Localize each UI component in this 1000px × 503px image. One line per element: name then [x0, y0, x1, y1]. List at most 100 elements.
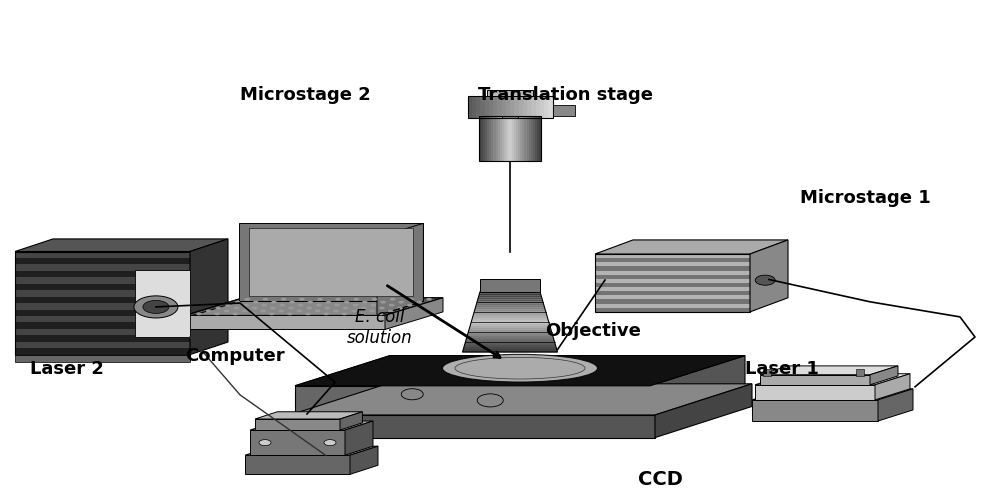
- Polygon shape: [755, 374, 910, 385]
- Ellipse shape: [442, 354, 598, 382]
- Circle shape: [224, 309, 230, 312]
- Bar: [506, 96, 510, 118]
- Circle shape: [397, 307, 403, 309]
- Circle shape: [361, 307, 367, 309]
- Bar: [510, 116, 512, 161]
- Circle shape: [269, 312, 274, 315]
- Bar: [15, 297, 190, 303]
- Polygon shape: [472, 318, 548, 320]
- Circle shape: [324, 440, 336, 446]
- Bar: [514, 96, 518, 118]
- Bar: [493, 116, 496, 161]
- Bar: [552, 105, 574, 116]
- Bar: [468, 96, 472, 118]
- Polygon shape: [470, 324, 550, 326]
- Polygon shape: [471, 320, 549, 322]
- Circle shape: [354, 298, 359, 301]
- Bar: [595, 267, 750, 271]
- Polygon shape: [249, 228, 413, 296]
- Circle shape: [306, 307, 312, 309]
- Polygon shape: [468, 332, 552, 334]
- Polygon shape: [239, 223, 423, 301]
- Circle shape: [299, 298, 305, 301]
- Bar: [535, 116, 537, 161]
- Bar: [15, 348, 190, 355]
- Bar: [536, 96, 540, 118]
- Circle shape: [755, 275, 775, 285]
- Bar: [595, 262, 750, 267]
- Circle shape: [378, 312, 384, 315]
- Polygon shape: [479, 292, 541, 294]
- Polygon shape: [474, 312, 546, 314]
- Polygon shape: [469, 328, 551, 330]
- Bar: [539, 116, 541, 161]
- Bar: [544, 96, 548, 118]
- Circle shape: [372, 298, 377, 301]
- Circle shape: [253, 301, 259, 304]
- Circle shape: [325, 307, 330, 309]
- Bar: [468, 96, 552, 118]
- Circle shape: [380, 301, 386, 304]
- Polygon shape: [475, 308, 545, 310]
- Circle shape: [287, 312, 293, 315]
- Circle shape: [398, 301, 404, 304]
- Polygon shape: [255, 419, 340, 430]
- Polygon shape: [752, 400, 878, 421]
- Circle shape: [206, 309, 211, 312]
- Bar: [480, 96, 484, 118]
- Circle shape: [225, 304, 231, 306]
- Bar: [518, 116, 520, 161]
- Circle shape: [333, 309, 339, 312]
- Bar: [500, 116, 502, 161]
- Circle shape: [214, 312, 220, 315]
- Polygon shape: [185, 315, 385, 329]
- Circle shape: [143, 300, 169, 313]
- Circle shape: [270, 307, 276, 309]
- Polygon shape: [465, 342, 555, 344]
- Circle shape: [260, 309, 266, 312]
- Bar: [479, 116, 541, 161]
- Polygon shape: [255, 412, 362, 419]
- Circle shape: [389, 304, 394, 306]
- Circle shape: [315, 309, 320, 312]
- Bar: [481, 116, 483, 161]
- Circle shape: [426, 298, 432, 301]
- Bar: [15, 329, 190, 336]
- Circle shape: [317, 298, 323, 301]
- Polygon shape: [478, 298, 542, 300]
- Bar: [512, 116, 514, 161]
- Polygon shape: [295, 356, 745, 386]
- Circle shape: [235, 301, 240, 304]
- Polygon shape: [477, 302, 544, 304]
- Bar: [480, 279, 540, 292]
- Circle shape: [334, 304, 340, 306]
- Circle shape: [401, 389, 423, 400]
- Bar: [483, 116, 485, 161]
- Circle shape: [259, 440, 271, 446]
- Polygon shape: [464, 344, 556, 346]
- Polygon shape: [345, 421, 373, 455]
- Circle shape: [196, 312, 202, 315]
- Polygon shape: [466, 338, 554, 340]
- Bar: [502, 96, 506, 118]
- Bar: [502, 116, 518, 118]
- Circle shape: [281, 298, 286, 301]
- Circle shape: [388, 309, 393, 312]
- Bar: [15, 271, 190, 277]
- Polygon shape: [462, 350, 558, 352]
- Bar: [15, 342, 190, 348]
- Bar: [519, 96, 523, 118]
- Polygon shape: [878, 389, 913, 421]
- Polygon shape: [760, 366, 898, 375]
- Bar: [485, 116, 487, 161]
- Circle shape: [360, 312, 365, 315]
- Circle shape: [242, 309, 248, 312]
- Bar: [502, 116, 504, 161]
- Circle shape: [390, 298, 396, 301]
- Circle shape: [263, 298, 268, 301]
- Circle shape: [134, 296, 178, 318]
- Polygon shape: [760, 375, 870, 385]
- Bar: [15, 303, 190, 309]
- Bar: [485, 96, 489, 118]
- Circle shape: [371, 304, 376, 306]
